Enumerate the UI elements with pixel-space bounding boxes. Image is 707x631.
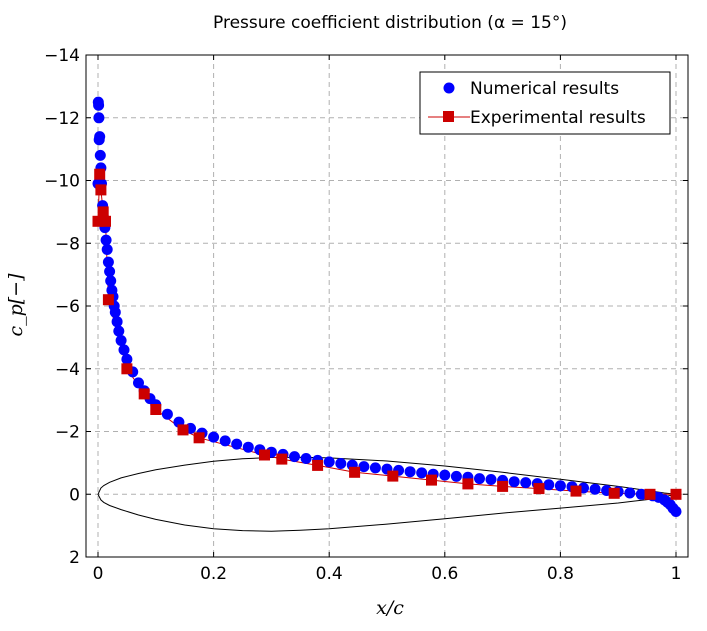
chart-title: Pressure coefficient distribution (α = 1… (213, 13, 567, 33)
numerical-point (93, 99, 105, 111)
experimental-point (387, 470, 399, 482)
experimental-point (193, 432, 205, 444)
x-tick-label: 0.6 (431, 564, 458, 584)
numerical-point (231, 438, 243, 450)
y-tick-label: −10 (44, 172, 80, 192)
experimental-point (426, 474, 437, 486)
experimental-point (102, 294, 114, 306)
numerical-point (335, 458, 347, 469)
x-tick-label: 0.4 (316, 564, 343, 584)
experimental-point (259, 449, 270, 461)
experimental-point (497, 480, 509, 492)
numerical-point (115, 335, 127, 346)
numerical-point (416, 467, 428, 479)
y-tick-label: −2 (55, 423, 80, 443)
numerical-point (105, 275, 117, 287)
numerical-point (300, 453, 312, 464)
numerical-point (101, 244, 113, 255)
numerical-point (94, 131, 106, 143)
numerical-point (118, 344, 130, 356)
y-tick-label: −4 (55, 360, 80, 380)
legend-experimental-label: Experimental results (470, 108, 646, 128)
numerical-point (485, 474, 497, 485)
numerical-point (113, 325, 125, 337)
legend-numerical-marker (443, 82, 455, 94)
experimental-point (150, 404, 162, 415)
numerical-point (404, 466, 416, 478)
numerical-point (242, 441, 254, 453)
numerical-point (100, 234, 112, 246)
numerical-point (624, 487, 636, 499)
numerical-point (208, 431, 220, 443)
y-tick-labels: −14 −12 −10 −8 −6 −4 −2 0 2 (44, 46, 80, 568)
y-tick-label: −6 (55, 297, 80, 317)
x-axis-label: x/c (376, 597, 404, 619)
y-tick-label: 0 (69, 485, 80, 505)
x-tick-labels: 0 0.2 0.4 0.6 0.8 1 (93, 564, 682, 584)
numerical-point (358, 461, 370, 473)
y-tick-label: 2 (69, 548, 80, 568)
experimental-point (95, 184, 107, 196)
legend-box (419, 71, 671, 135)
experimental-point (533, 483, 545, 495)
numerical-point (94, 149, 106, 161)
axis-ticks (86, 54, 688, 558)
experimental-point (570, 485, 582, 497)
numerical-point (93, 112, 105, 124)
numerical-point (109, 306, 121, 318)
numerical-point (323, 456, 335, 468)
numerical-point (111, 316, 123, 328)
numerical-point (161, 408, 173, 420)
numerical-point (554, 480, 566, 492)
y-axis-label: c_p[−] (5, 273, 27, 337)
y-tick-label: −8 (55, 234, 80, 254)
experimental-point (670, 488, 682, 500)
y-tick-label: −14 (44, 46, 80, 66)
legend-experimental-marker (443, 111, 454, 122)
experimental-point (92, 215, 104, 227)
numerical-point (474, 473, 485, 485)
x-tick-label: 0.2 (200, 564, 227, 584)
experimental-point (121, 363, 133, 375)
legend: Numerical results Experimental results (419, 71, 671, 135)
experimental-point (100, 215, 111, 227)
legend-numerical-label: Numerical results (470, 79, 619, 99)
numerical-point (450, 470, 462, 482)
y-tick-label: −12 (44, 109, 80, 129)
experimental-point (276, 453, 288, 465)
x-tick-label: 1 (671, 564, 682, 584)
experimental-point (312, 459, 324, 471)
numerical-point (543, 479, 555, 491)
experimental-point (97, 206, 109, 218)
numerical-point (520, 477, 532, 489)
series-group (92, 96, 682, 517)
numerical-point (369, 462, 381, 474)
experimental-point (644, 488, 656, 500)
experimental-point (94, 168, 106, 180)
numerical-point (104, 266, 116, 277)
numerical-point (121, 353, 133, 365)
experimental-point (349, 466, 361, 478)
numerical-point (670, 506, 682, 517)
experimental-point (608, 487, 620, 499)
numerical-point (508, 476, 520, 488)
numerical-point (133, 377, 144, 389)
numerical-point (439, 469, 451, 481)
numerical-point (289, 451, 300, 463)
numerical-point (635, 488, 647, 500)
numerical-point (102, 256, 114, 268)
experimental-point (462, 478, 474, 490)
x-tick-label: 0 (93, 564, 104, 584)
x-tick-label: 0.8 (547, 564, 574, 584)
experimental-point (138, 388, 150, 400)
numerical-point (589, 483, 601, 495)
numerical-point (219, 435, 231, 447)
experimental-point (177, 424, 189, 436)
